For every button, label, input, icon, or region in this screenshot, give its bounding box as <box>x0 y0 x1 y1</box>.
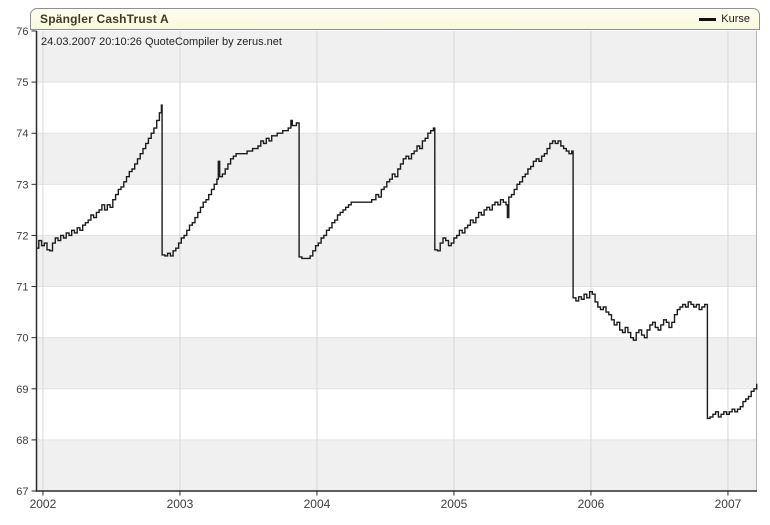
plot-band <box>37 286 757 338</box>
plot-band <box>37 133 757 185</box>
y-tick-label: 69 <box>16 384 28 396</box>
timestamp-watermark: 24.03.2007 20:10:26 QuoteCompiler by zer… <box>41 36 282 48</box>
y-tick-label: 71 <box>16 282 28 294</box>
legend-series-label: Kurse <box>721 13 750 25</box>
y-tick-label: 74 <box>16 128 28 140</box>
y-tick-label: 73 <box>16 179 28 191</box>
x-tick-label: 2003 <box>167 497 194 511</box>
y-tick-label: 68 <box>16 435 28 447</box>
x-tick-label: 2006 <box>578 497 605 511</box>
plot-band <box>37 388 757 440</box>
legend-line-swatch-icon <box>699 17 717 21</box>
x-tick-label: 2005 <box>441 497 468 511</box>
x-tick-label: 2007 <box>715 497 742 511</box>
y-tick-label: 67 <box>16 486 28 498</box>
plot-band <box>37 82 757 134</box>
legend: Kurse <box>699 13 750 25</box>
price-line-kurse <box>36 104 758 420</box>
x-tick-label: 2004 <box>304 497 331 511</box>
y-tick-label: 76 <box>16 26 28 38</box>
y-tick-label: 70 <box>16 333 28 345</box>
y-tick-label: 72 <box>16 230 28 242</box>
y-tick-label: 75 <box>16 77 28 89</box>
plot-band <box>37 235 757 287</box>
chart-title-bar: Spängler CashTrust A Kurse <box>30 8 760 30</box>
plot-band <box>37 31 757 83</box>
plot-band <box>37 337 757 389</box>
plot-band <box>37 184 757 236</box>
plot-band <box>37 439 757 491</box>
x-tick-label: 2002 <box>30 497 57 511</box>
fund-title: Spängler CashTrust A <box>40 12 169 26</box>
